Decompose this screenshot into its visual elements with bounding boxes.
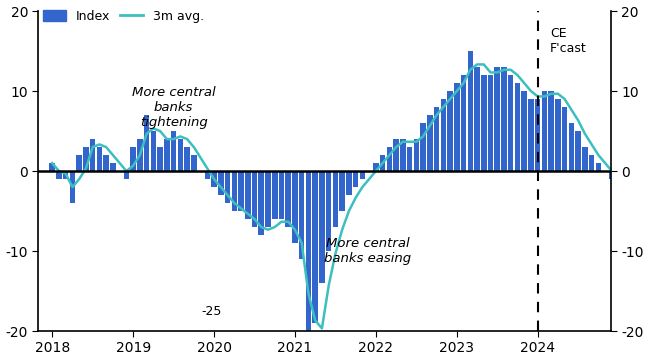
Bar [184,147,190,171]
Bar [212,171,217,187]
Bar [454,83,459,171]
Bar [555,99,561,171]
Bar [238,171,244,211]
Bar [474,67,480,171]
Bar [576,131,581,171]
Bar [245,171,251,219]
Bar [204,171,210,179]
Bar [373,163,378,171]
Bar [77,155,82,171]
Bar [622,171,628,195]
Text: More central
banks easing: More central banks easing [324,237,411,265]
Text: CE
F'cast: CE F'cast [550,27,587,55]
Bar [97,147,102,171]
Bar [232,171,237,211]
Bar [421,123,426,171]
Bar [515,83,520,171]
Bar [171,131,177,171]
Bar [278,171,284,219]
Bar [103,155,109,171]
Bar [272,171,278,219]
Bar [609,171,615,179]
Bar [151,131,156,171]
Bar [69,171,75,203]
Bar [461,75,466,171]
Bar [252,171,257,227]
Bar [164,139,169,171]
Bar [90,139,95,171]
Bar [130,147,136,171]
Bar [265,171,271,227]
Bar [360,171,365,179]
Text: -25: -25 [202,305,222,318]
Bar [407,147,412,171]
Bar [137,139,143,171]
Bar [225,171,230,203]
Bar [495,67,500,171]
Bar [441,99,446,171]
Bar [339,171,345,211]
Bar [292,171,298,243]
Bar [63,171,69,179]
Bar [387,147,392,171]
Bar [400,139,406,171]
Bar [535,99,541,171]
Bar [306,171,312,361]
Bar [636,171,642,187]
Bar [346,171,352,195]
Bar [333,171,338,227]
Bar [548,91,554,171]
Bar [413,139,419,171]
Bar [110,163,116,171]
Bar [123,171,129,179]
Bar [83,147,89,171]
Bar [319,171,324,283]
Bar [326,171,332,251]
Bar [353,171,358,187]
Bar [380,155,386,171]
Legend: Index, 3m avg.: Index, 3m avg. [38,5,209,28]
Bar [427,115,433,171]
Bar [56,171,62,179]
Bar [312,171,318,323]
Bar [616,171,621,187]
Bar [582,147,588,171]
Bar [144,115,149,171]
Bar [508,75,513,171]
Bar [589,155,594,171]
Bar [49,163,55,171]
Bar [393,139,399,171]
Bar [562,107,567,171]
Bar [643,171,648,203]
Bar [528,99,533,171]
Bar [542,91,547,171]
Bar [447,91,453,171]
Bar [286,171,291,227]
Bar [630,171,635,179]
Bar [467,51,473,171]
Bar [258,171,264,235]
Text: More central
banks
tightening: More central banks tightening [132,86,215,129]
Bar [521,91,527,171]
Bar [488,75,493,171]
Bar [569,123,574,171]
Bar [481,75,487,171]
Bar [501,67,507,171]
Bar [191,155,197,171]
Bar [178,139,183,171]
Bar [218,171,223,195]
Bar [299,171,304,259]
Bar [157,147,163,171]
Bar [434,107,439,171]
Bar [596,163,601,171]
